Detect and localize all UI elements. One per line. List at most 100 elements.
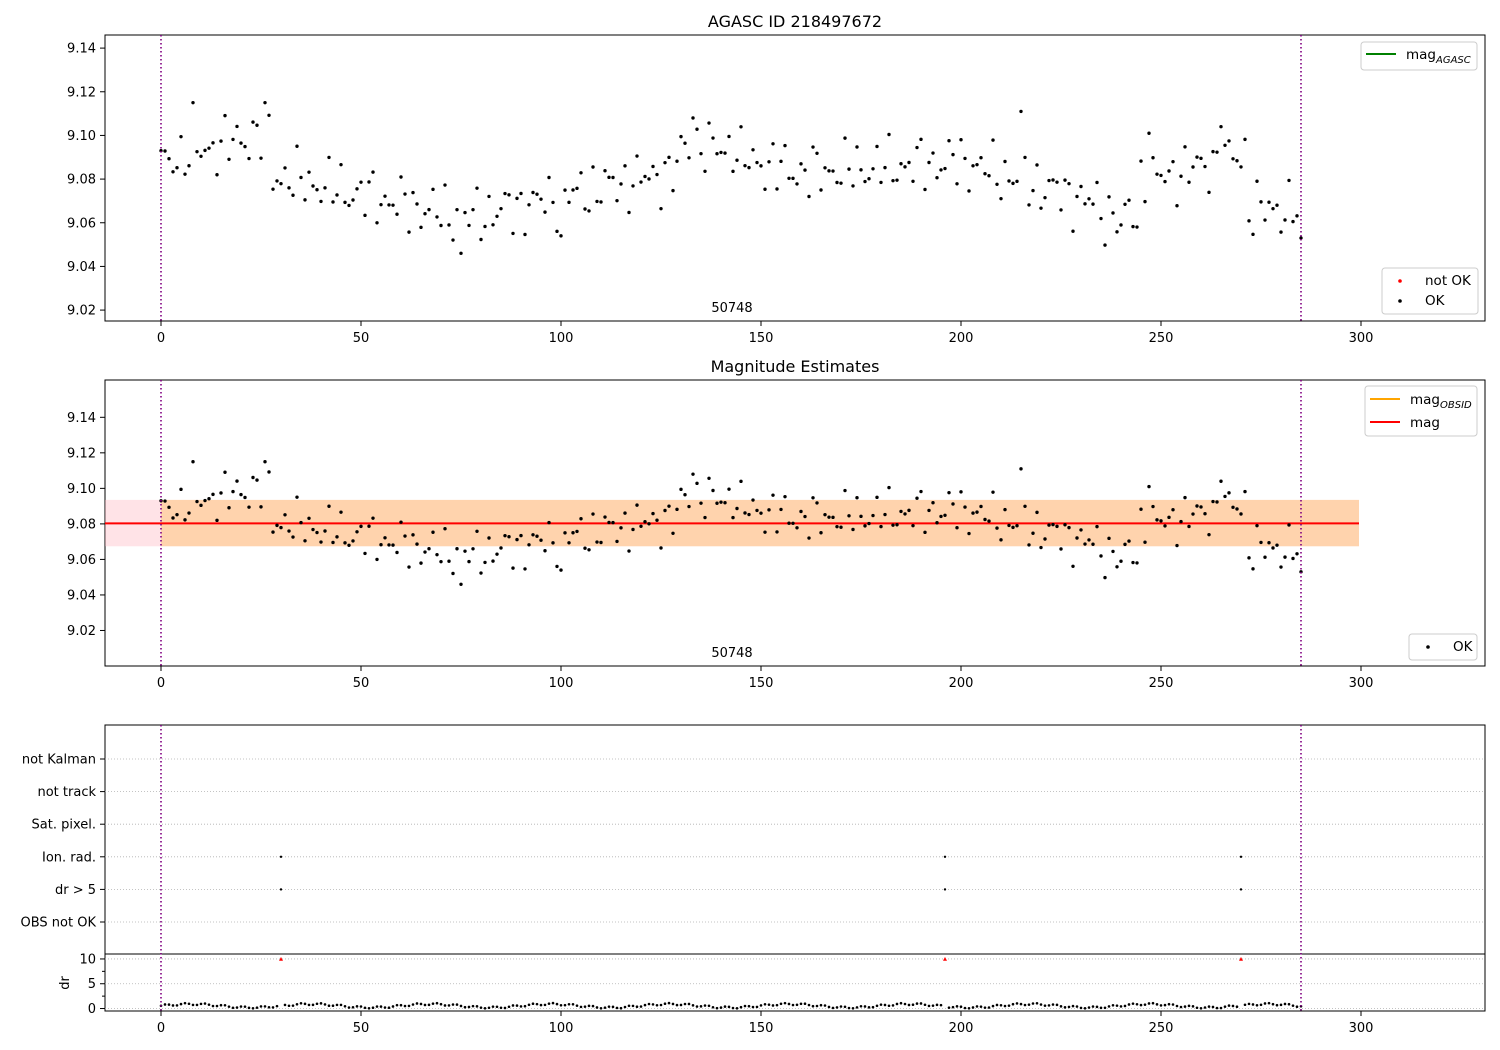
dr-point: [1223, 1005, 1227, 1008]
mag-point: [871, 513, 875, 518]
mag-point: [1043, 537, 1047, 541]
dr-point: [1083, 1006, 1087, 1010]
mag-point: [759, 164, 763, 168]
dr-point: [163, 1003, 167, 1006]
dr-point: [239, 1005, 243, 1008]
flag-row-label: not track: [37, 785, 96, 800]
mag-point: [655, 518, 659, 522]
mag-point: [999, 538, 1003, 542]
mag-point: [571, 531, 575, 535]
dr-point: [351, 1005, 355, 1009]
mag-point: [159, 149, 163, 153]
mag-point: [447, 559, 451, 563]
dr-point: [1171, 1003, 1175, 1006]
mag-point: [1243, 137, 1247, 142]
mag-point: [1267, 541, 1271, 545]
mag-point: [271, 187, 275, 191]
mag-point: [359, 180, 363, 184]
mag-point: [887, 485, 891, 490]
mag-point: [771, 493, 775, 497]
mag-point: [279, 181, 283, 186]
mag-point: [1151, 156, 1155, 160]
mag-point: [1263, 218, 1267, 222]
mag-point: [735, 158, 739, 162]
x-tick-label: 300: [1349, 331, 1374, 346]
mag-point: [487, 194, 491, 199]
dr-point: [739, 1005, 743, 1009]
mag-point: [795, 182, 799, 186]
mag-point: [423, 212, 427, 216]
mag-point: [539, 538, 543, 542]
mag-point: [551, 200, 555, 205]
mag-point: [631, 527, 635, 532]
mag-point: [551, 541, 555, 545]
mag-point: [935, 521, 939, 525]
dr-point: [619, 1006, 623, 1010]
mag-point: [1219, 124, 1223, 129]
dr-point: [823, 1004, 827, 1007]
mag-point: [1063, 178, 1067, 182]
mag-point: [807, 536, 811, 540]
mag-point: [679, 134, 683, 139]
mag-point: [731, 515, 735, 520]
mag-point: [1055, 524, 1059, 529]
mag-point: [1023, 504, 1027, 508]
dr-point: [607, 1005, 611, 1008]
mag-point: [1103, 243, 1107, 247]
mag-point: [555, 229, 559, 234]
mag-point: [475, 529, 479, 533]
dr-point: [931, 1004, 935, 1007]
dr-point: [1067, 1005, 1071, 1009]
mag-point: [787, 521, 791, 525]
mag-point: [199, 154, 203, 158]
mag-point: [727, 134, 731, 139]
mag-point: [519, 191, 523, 196]
dr-point: [1103, 1006, 1107, 1010]
mag-point: [587, 548, 591, 552]
mag-point: [895, 523, 899, 527]
mag-point: [595, 199, 599, 204]
mag-point: [239, 141, 243, 145]
mag-point: [1123, 202, 1127, 206]
mag-point: [263, 100, 267, 105]
mag-point: [195, 499, 199, 504]
mag-point: [667, 155, 671, 160]
mag-point: [575, 186, 579, 191]
dr-point: [491, 1005, 495, 1008]
mag-point: [571, 188, 575, 192]
mag-point: [203, 498, 207, 503]
dr-point: [1079, 1006, 1083, 1010]
mag-point: [395, 550, 399, 555]
mag-point: [307, 170, 311, 174]
mag-point: [1175, 204, 1179, 208]
mag-point: [527, 543, 531, 547]
mag-point: [279, 525, 283, 530]
mag-point: [907, 508, 911, 513]
dr-point: [1007, 1004, 1011, 1007]
mag-point: [311, 527, 315, 532]
mag-point: [659, 206, 663, 211]
mag-point: [243, 495, 247, 500]
mag-point: [227, 157, 231, 161]
mag-point: [179, 134, 183, 139]
dr-point: [591, 1004, 595, 1008]
y-tick-label: 9.06: [67, 553, 96, 568]
mag-point: [1011, 181, 1015, 186]
mag-point: [939, 168, 943, 172]
mag-point: [1211, 499, 1215, 504]
mag-point: [995, 526, 999, 530]
mag-point: [1047, 178, 1051, 183]
mag-point: [1215, 500, 1219, 504]
dr-point: [355, 1005, 359, 1008]
dr-point: [855, 1006, 859, 1009]
dr-point: [515, 1004, 519, 1007]
mag-point: [1087, 538, 1091, 542]
x-tick-label: 50: [353, 331, 370, 346]
mag-point: [699, 501, 703, 505]
dr-point: [1215, 1006, 1219, 1010]
mag-point: [839, 181, 843, 185]
mag-point: [867, 521, 871, 526]
panel1-points: [159, 100, 1303, 256]
dr-point: [259, 1005, 263, 1008]
dr-point: [231, 1006, 235, 1010]
